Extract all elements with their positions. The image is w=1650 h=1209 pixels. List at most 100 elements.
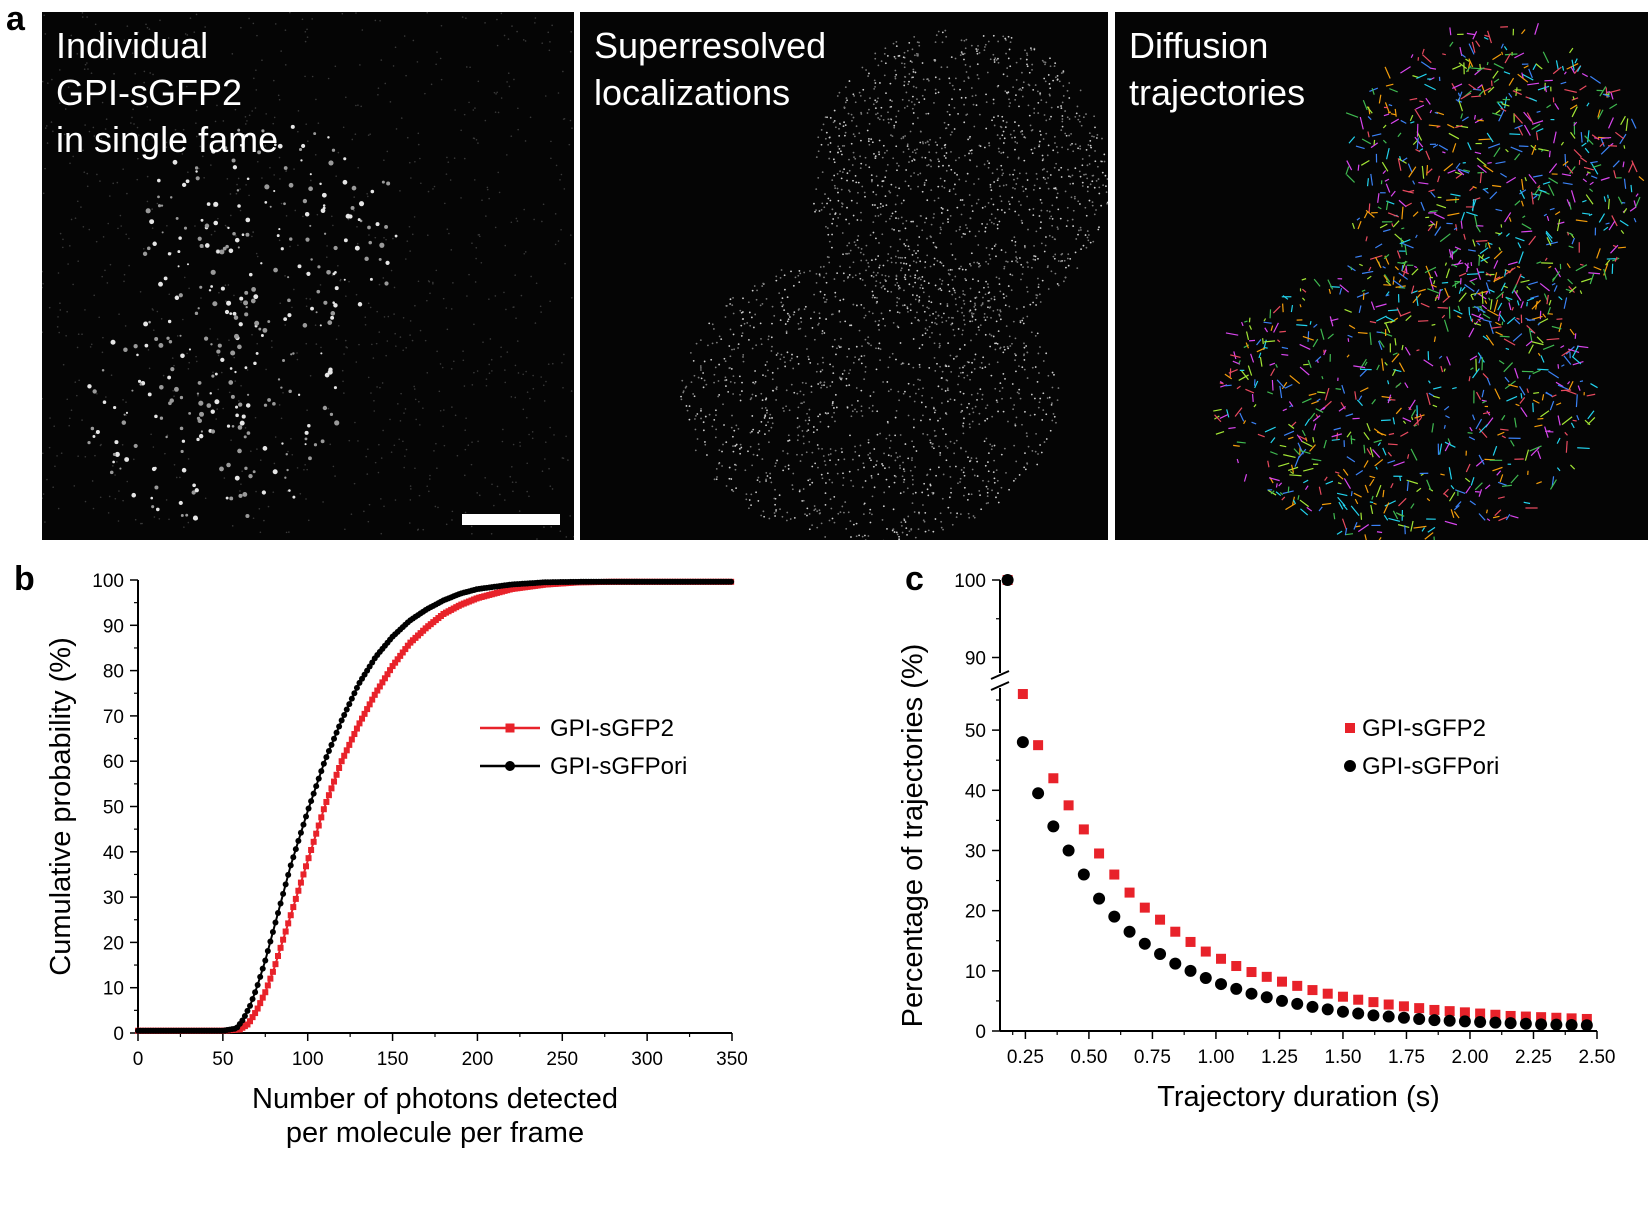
legend-label: GPI-sGFPori [1362,753,1499,780]
x-tick-label: 150 [377,1049,409,1070]
data-point [244,1021,251,1028]
data-point [313,783,320,790]
trajectory-duration-chart: 0.25 0.50 0.75 1.00 1.25 1.50 1.75 2.00 2.25 2.50… [897,571,1616,1113]
data-point [249,1014,256,1021]
x-tick-label: 0 [133,1049,144,1070]
y-tick-label: 10 [103,979,124,1000]
data-point [1108,910,1121,923]
data-point [404,642,411,649]
y-tick-label: 10 [965,962,986,983]
data-point [290,854,297,861]
data-point [1475,1008,1486,1019]
data-point [280,936,287,943]
data-point [280,890,287,897]
data-point [247,1018,254,1025]
data-point [264,982,271,989]
x-tick-label: 100 [292,1049,324,1070]
data-point [397,652,404,659]
data-point [374,687,381,694]
data-point [346,741,353,748]
data-point [295,837,302,844]
data-point [1413,1012,1426,1025]
data-point [348,736,355,743]
data-point [371,691,378,698]
data-point [310,838,317,845]
data-point [369,696,376,703]
data-point [249,996,256,1003]
x-tick-label: 1.50 [1324,1047,1361,1068]
data-point [1580,1019,1593,1032]
data-point [1291,997,1304,1010]
legend-label: GPI-sGFP2 [1362,715,1486,742]
data-point [300,821,307,828]
data-point [341,711,348,718]
data-point [292,895,299,902]
data-point [244,1007,251,1014]
data-point [348,695,355,702]
x-tick-label: 2.50 [1579,1047,1616,1068]
y-tick-label: 80 [103,662,124,683]
data-point [262,957,269,964]
data-point [1154,947,1167,960]
data-point [1062,844,1075,857]
data-point [353,725,360,732]
data-point [1368,997,1379,1008]
data-point [1367,1009,1380,1022]
data-point [1398,1001,1409,1012]
scale-bar [462,514,560,525]
data-point [323,754,330,761]
x-tick-label: 1.00 [1197,1047,1234,1068]
data-point [353,684,360,691]
series-line [138,580,732,1032]
data-point [313,830,320,837]
x-tick-label: 300 [631,1049,663,1070]
y-tick-label: 20 [965,902,986,923]
data-point [1504,1017,1517,1030]
image-title-trajectories: Diffusion trajectories [1129,25,1306,113]
data-point [259,994,266,1001]
data-point [343,747,350,754]
data-point [1260,991,1273,1004]
data-point [364,706,371,713]
data-point [1565,1018,1578,1031]
data-point [287,862,294,869]
data-point [282,928,289,935]
data-point [1216,953,1227,964]
data-point [331,735,338,742]
data-point [1093,892,1106,905]
x-tick-label: 1.25 [1261,1047,1298,1068]
series-GPI-sGFP2 [1002,575,1592,1024]
data-point [333,729,340,736]
y-axis-label: Cumulative probability (%) [45,637,77,975]
data-point [1231,961,1242,972]
data-point [325,748,332,755]
data-point [295,887,302,894]
data-point [384,671,391,678]
axis-break-mark [990,670,1010,680]
data-point [1382,1010,1395,1023]
data-point [399,649,406,656]
axis-break-mark [990,681,1010,691]
data-point [394,656,401,663]
data-point [247,1002,254,1009]
y-axis-label: Percentage of trajectories (%) [897,644,929,1028]
data-point [300,871,307,878]
data-point [1458,1015,1471,1028]
data-point [239,1017,246,1024]
y-tick-label: 60 [103,752,124,773]
series-GPI-sGFPori [135,578,735,1034]
legend-marker [505,723,515,733]
data-point [343,706,350,713]
superresolved-image [680,29,1108,540]
data-point [308,846,315,853]
data-point [1094,848,1105,859]
x-tick-label: 50 [212,1049,233,1070]
data-point [1490,1009,1501,1020]
x-axis-label: Number of photons detected [252,1083,618,1115]
data-point [328,741,335,748]
data-point [1307,985,1318,996]
cumulative-probability-chart: 0 50 100 150 200 250 300 350 0 10 20 30 40 50 60 70 80 90… [45,571,748,1149]
data-point [376,683,383,690]
x-tick-label: 200 [462,1049,494,1070]
y-tick-label: 70 [103,707,124,728]
